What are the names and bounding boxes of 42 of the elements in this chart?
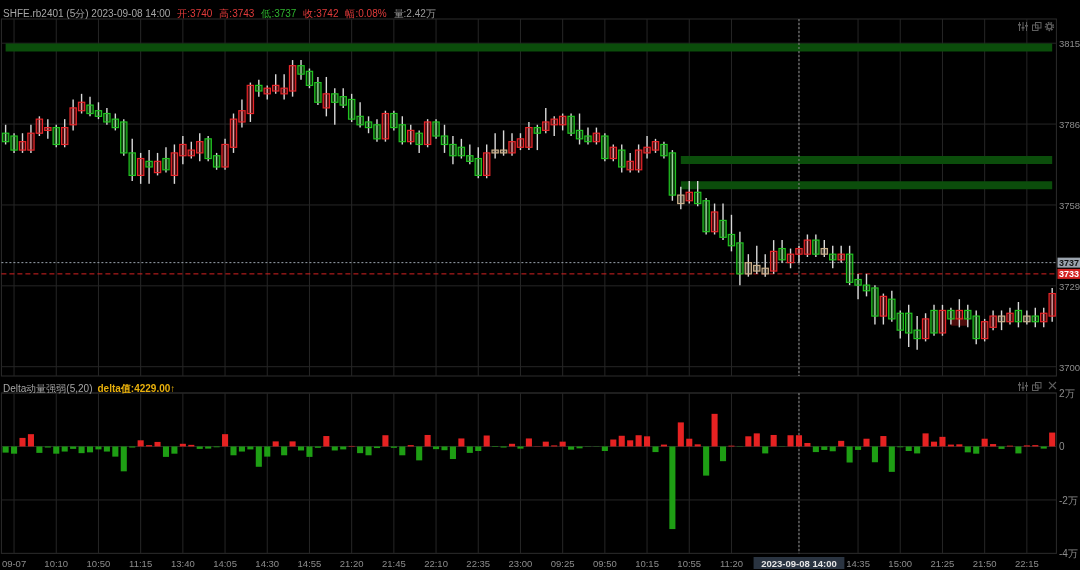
x-tick-label: 09:25 bbox=[550, 557, 575, 569]
y-tick-label: 3786 bbox=[1059, 118, 1080, 130]
x-tick-label: 09:50 bbox=[592, 557, 617, 569]
x-tick-label: 11:20 bbox=[719, 557, 743, 569]
text: 高:3743 bbox=[219, 7, 255, 19]
y-tick-label: -4万 bbox=[1059, 547, 1078, 559]
x-tick-label: 2023-09-08 14:00 bbox=[761, 557, 837, 569]
text: 收:3742 bbox=[303, 7, 339, 19]
y-tick-label: 3758 bbox=[1059, 199, 1080, 211]
text: 幅:0.08% bbox=[345, 7, 387, 19]
x-tick-label: 10:50 bbox=[86, 557, 111, 569]
y-tick-label: 3815 bbox=[1059, 37, 1080, 49]
text: 低:3737 bbox=[261, 7, 297, 19]
x-tick-label: 13:40 bbox=[170, 557, 195, 569]
x-tick-label: 10:10 bbox=[44, 557, 69, 569]
x-tick-label: 14:35 bbox=[846, 557, 870, 569]
x-tick-label: 10:15 bbox=[635, 557, 659, 569]
x-tick-label: 22:15 bbox=[1014, 557, 1039, 569]
x-tick-label: 15:00 bbox=[888, 557, 913, 569]
y-tick-label: -2万 bbox=[1059, 494, 1078, 506]
x-tick-label: 09-07 bbox=[1, 557, 27, 569]
chart-title: Delta动量强弱(5,20) bbox=[3, 382, 93, 394]
y-tick-label: 3729 bbox=[1059, 280, 1080, 292]
chart-subtitle: delta值:4229.00↑ bbox=[97, 382, 176, 394]
chart-title: SHFE.rb2401 (5分) 2023-09-08 14:00 bbox=[3, 7, 171, 19]
x-tick-label: 21:25 bbox=[930, 557, 955, 569]
x-tick-label: 22:10 bbox=[424, 557, 448, 569]
x-tick-label: 23:00 bbox=[508, 557, 533, 569]
x-tick-label: 21:50 bbox=[972, 557, 997, 569]
x-tick-label: 11:15 bbox=[129, 557, 153, 569]
y-tick-label: 2万 bbox=[1059, 387, 1075, 399]
x-tick-label: 14:55 bbox=[297, 557, 322, 569]
text: 开:3740 bbox=[177, 7, 213, 19]
x-tick-label: 10:55 bbox=[677, 557, 702, 569]
x-tick-label: 21:45 bbox=[381, 557, 406, 569]
y-tick-label: 3700 bbox=[1059, 361, 1080, 373]
x-tick-label: 21:20 bbox=[339, 557, 364, 569]
text: 量:2.42万 bbox=[393, 7, 436, 19]
y-tick-label: 0 bbox=[1059, 440, 1065, 452]
x-tick-label: 22:35 bbox=[466, 557, 491, 569]
x-tick-label: 14:05 bbox=[213, 557, 237, 569]
x-tick-label: 14:30 bbox=[255, 557, 280, 569]
